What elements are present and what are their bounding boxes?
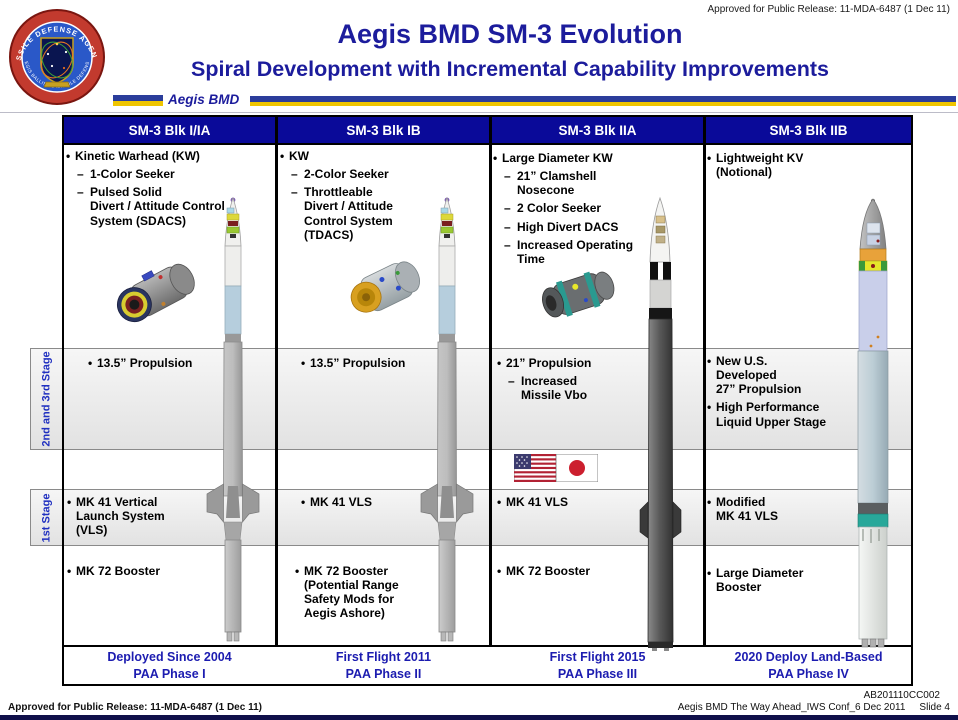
bullet-item: • High Performance Liquid Upper Stage (707, 400, 827, 429)
chart-code: AB201110CC002 (863, 690, 940, 701)
booster-section-blk2b: • Large Diameter Booster (707, 566, 847, 598)
program-label: Aegis BMD (168, 92, 240, 107)
propulsion-section-blk1b: • 13.5” Propulsion (301, 356, 431, 374)
stripe-right (250, 95, 956, 107)
stage-label-lower: 1st Stage (40, 493, 53, 542)
column-header-blk2b: SM-3 Blk IIB (706, 117, 911, 143)
bullet-item: • 21” Propulsion (497, 356, 592, 370)
bullet-item: • Large Diameter KW (493, 151, 613, 165)
propulsion-section-blk2b: • New U.S. Developed 27” Propulsion • High … (707, 354, 847, 433)
column-divider (275, 117, 278, 684)
bullet-item: –2 Color Seeker (504, 201, 602, 216)
blk1a-kinetic-warhead-image (116, 263, 195, 323)
propulsion-section-blk2a: • 21” Propulsion – Increased Missile Vbo (497, 356, 637, 406)
header-divider-rule (0, 112, 958, 113)
kw-section-blk1b: • KW –2-Color Seeker – Throttleable Divert /… (280, 149, 480, 246)
kw-section-blk1a: • Kinetic Warhead (KW) –1-Color Seeker – Pul… (66, 149, 266, 232)
vls-section-blk2a: • MK 41 VLS (497, 495, 627, 513)
bullet-item: • KW (280, 149, 309, 163)
bullet-item: • MK 41 VLS (301, 495, 373, 509)
bullet-item: • New U.S. Developed 27” Propulsion (707, 354, 802, 397)
kw-section-blk2b: • Lightweight KV (Notional) (707, 151, 902, 183)
propulsion-section-blk1a: • 13.5” Propulsion (88, 356, 218, 374)
sm3-blk1b-missile-image (420, 196, 474, 642)
bullet-item: • 13.5” Propulsion (301, 356, 406, 370)
bullet-item: • MK 72 Booster (67, 564, 161, 578)
sm3-blk2a-missile-image (639, 196, 682, 651)
bullet-item: • Modified MK 41 VLS (707, 495, 779, 524)
column-header-blk1b: SM-3 Blk IB (278, 117, 489, 143)
booster-section-blk1b: • MK 72 Booster (Potential Range Safety M… (295, 564, 435, 625)
bullet-item: – Increased Missile Vbo (508, 374, 588, 403)
title-block: Aegis BMD SM-3 Evolution Spiral Developm… (60, 19, 958, 82)
footer-row: Deployed Since 2004 PAA Phase I First Fli… (64, 645, 911, 684)
bottom-bar (0, 715, 958, 720)
bullet-item: –2-Color Seeker (291, 167, 389, 182)
blk1b-kinetic-warhead-image (350, 261, 420, 313)
slide-number: Slide 4 (919, 702, 950, 713)
booster-section-blk2a: • MK 72 Booster (497, 564, 637, 582)
vls-section-blk1b: • MK 41 VLS (301, 495, 431, 513)
bullet-item: • MK 72 Booster (497, 564, 591, 578)
bullet-item: • MK 72 Booster (Potential Range Safety M… (295, 564, 399, 621)
bullet-item: –1-Color Seeker (77, 167, 175, 182)
stage-band-upper (30, 348, 913, 450)
kw-section-blk2a: • Large Diameter KW –21” Clamshell Nosecon… (493, 151, 693, 270)
us-flag-icon (514, 454, 556, 482)
blk2a-kinetic-warhead-image (542, 271, 615, 318)
bullet-item: • MK 41 Vertical Launch System (VLS) (67, 495, 165, 538)
vls-section-blk1a: • MK 41 Vertical Launch System (VLS) (67, 495, 197, 541)
bullet-item: • MK 41 VLS (497, 495, 569, 509)
vls-section-blk2b: • Modified MK 41 VLS (707, 495, 837, 527)
header-row: SM-3 Blk I/IA SM-3 Blk IB SM-3 Blk IIA S… (64, 117, 911, 145)
bullet-item: – Pulsed Solid Divert / Attitude Control … (77, 185, 225, 228)
page-title: Aegis BMD SM-3 Evolution (337, 19, 683, 49)
footer-doc-reference: Aegis BMD The Way Ahead_IWS Conf_6 Dec 2… (677, 702, 950, 713)
column-header-blk1a: SM-3 Blk I/IA (64, 117, 275, 143)
bullet-item: – Increased Operating Time (504, 237, 634, 266)
phase-cell-blk2b: 2020 Deploy Land-Based PAA Phase IV (734, 650, 883, 681)
japan-flag-icon (556, 454, 598, 482)
bullet-item: • 13.5” Propulsion (88, 356, 193, 370)
stripe-left (113, 95, 163, 106)
bullet-item: • Kinetic Warhead (KW) (66, 149, 200, 163)
phase-cell-blk1b: First Flight 2011 PAA Phase II (335, 650, 432, 681)
sm3-blk1a-missile-image (206, 196, 260, 642)
bullet-item: –21” Clamshell Nosecone (504, 169, 597, 198)
approval-statement-top: Approved for Public Release: 11-MDA-6487… (707, 4, 950, 15)
sm3-blk2b-missile-image (857, 198, 889, 648)
bullet-item: • Large Diameter Booster (707, 566, 804, 595)
booster-section-blk1a: • MK 72 Booster (67, 564, 207, 582)
mda-agency-seal: MISSILE DEFENSE AGENCY AEGIS BALLISTIC M… (8, 8, 105, 105)
column-divider (489, 117, 492, 684)
column-header-blk2a: SM-3 Blk IIA (492, 117, 703, 143)
bullet-item: – High Divert DACS (504, 219, 619, 234)
phase-cell-blk2a: First Flight 2015 PAA Phase III (549, 650, 646, 681)
bullet-item: – Throttleable Divert / Attitude Control … (291, 185, 393, 242)
column-divider (703, 117, 706, 684)
approval-statement-bottom: Approved for Public Release: 11-MDA-6487… (8, 702, 262, 713)
bullet-item: • Lightweight KV (Notional) (707, 151, 804, 180)
stage-label-upper: 2nd and 3rd Stage (40, 351, 53, 447)
phase-cell-blk1a: Deployed Since 2004 PAA Phase I (107, 650, 232, 681)
page-subtitle: Spiral Development with Incremental Capa… (191, 56, 829, 81)
comparison-table: SM-3 Blk I/IA SM-3 Blk IB SM-3 Blk IIA S… (62, 115, 913, 686)
